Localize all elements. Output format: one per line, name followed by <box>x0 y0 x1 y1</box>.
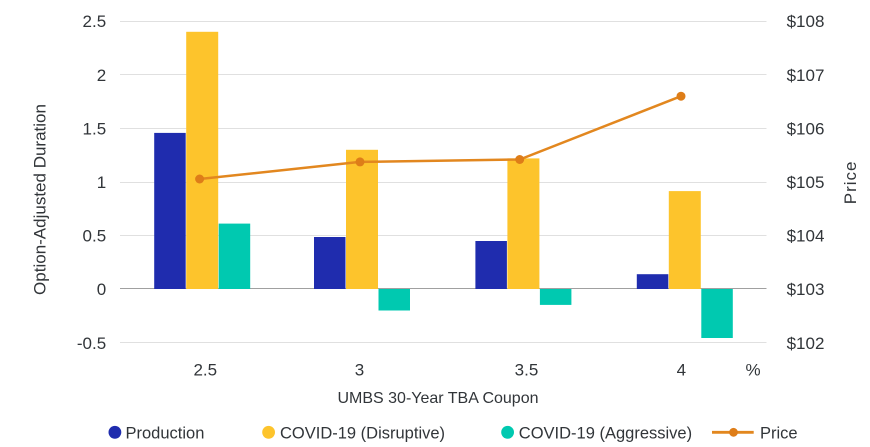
svg-text:3: 3 <box>355 361 364 380</box>
svg-text:$102: $102 <box>787 334 825 353</box>
svg-text:2: 2 <box>97 66 106 85</box>
svg-text:1: 1 <box>97 173 106 192</box>
svg-text:Price: Price <box>760 425 798 443</box>
svg-text:$107: $107 <box>787 66 825 85</box>
svg-text:$103: $103 <box>787 280 825 299</box>
svg-text:$106: $106 <box>787 119 825 138</box>
svg-text:%: % <box>745 361 760 380</box>
svg-text:-0.5: -0.5 <box>77 334 106 353</box>
svg-text:0.5: 0.5 <box>83 227 107 246</box>
svg-text:3.5: 3.5 <box>515 361 539 380</box>
svg-text:4: 4 <box>677 361 686 380</box>
svg-text:$105: $105 <box>787 173 825 192</box>
svg-text:COVID-19 (Disruptive): COVID-19 (Disruptive) <box>280 425 445 443</box>
svg-text:1.5: 1.5 <box>83 119 107 138</box>
svg-text:Option-Adjusted Duration: Option-Adjusted Duration <box>31 104 50 295</box>
svg-text:2.5: 2.5 <box>83 12 107 31</box>
svg-text:UMBS 30-Year TBA Coupon: UMBS 30-Year TBA Coupon <box>337 390 538 407</box>
svg-text:$104: $104 <box>787 227 825 246</box>
svg-text:$108: $108 <box>787 12 825 31</box>
svg-text:COVID-19 (Aggressive): COVID-19 (Aggressive) <box>519 425 692 443</box>
svg-text:0: 0 <box>97 280 106 299</box>
svg-text:2.5: 2.5 <box>193 361 217 380</box>
svg-text:Production: Production <box>126 425 205 443</box>
svg-text:Price: Price <box>841 161 860 205</box>
